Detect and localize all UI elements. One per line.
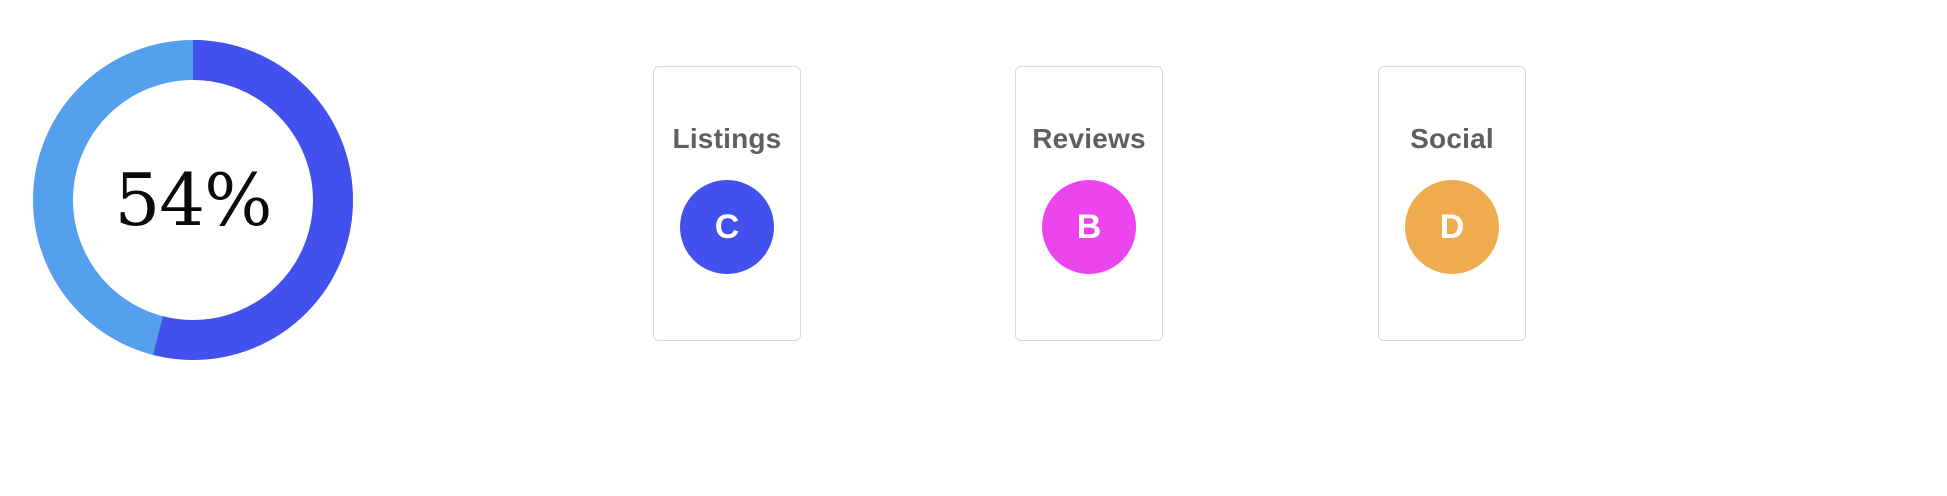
- donut-chart-svg: [33, 40, 353, 360]
- score-card-social[interactable]: Social D: [1378, 66, 1526, 341]
- grade-badge-letter: D: [1439, 208, 1465, 246]
- score-card-title: Listings: [672, 123, 782, 154]
- grade-badge-social[interactable]: D: [1405, 180, 1499, 274]
- grade-badge-letter: C: [714, 208, 740, 246]
- grade-badge-reviews[interactable]: B: [1042, 180, 1136, 274]
- donut-value-arc: [33, 40, 353, 360]
- grade-badge-letter: B: [1076, 208, 1102, 246]
- score-card-title: Reviews: [1032, 123, 1146, 154]
- score-card-listings[interactable]: Listings C: [653, 66, 801, 341]
- grade-badge-listings[interactable]: C: [680, 180, 774, 274]
- score-card-group: Listings C Reviews B Social D: [653, 66, 1528, 343]
- score-card-title: Social: [1410, 123, 1494, 154]
- score-card-reviews[interactable]: Reviews B: [1015, 66, 1163, 341]
- score-donut-gauge[interactable]: 54%: [33, 40, 353, 360]
